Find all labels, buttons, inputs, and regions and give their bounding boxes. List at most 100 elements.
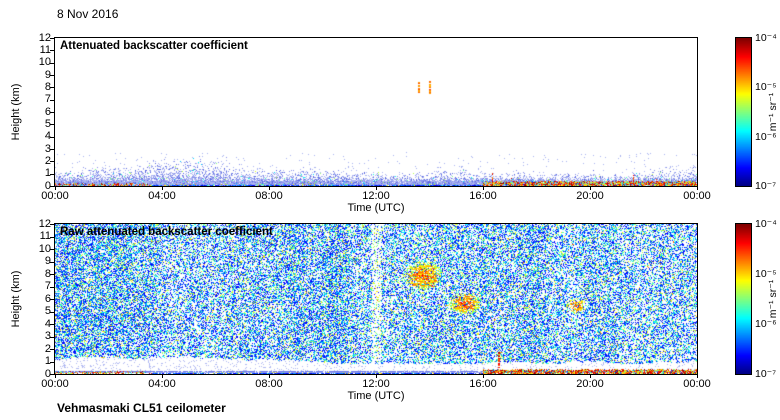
y-tick-label: 9: [44, 255, 51, 267]
y-tick-label: 1: [44, 355, 51, 367]
x-tick-mark: [269, 375, 270, 378]
attenuated-plot-area: [54, 37, 698, 187]
y-tick-label: 10: [38, 242, 51, 255]
y-tick-label: 2: [44, 154, 51, 167]
x-tick-label: 20:00: [576, 378, 604, 390]
panel-title-raw: Raw attenuated backscatter coefficient: [60, 226, 273, 238]
y-tick-label: 2: [44, 342, 51, 355]
y-tick-label: 6: [44, 292, 51, 305]
x-tick-label: 08:00: [255, 190, 283, 202]
raw-heatmap-canvas: [55, 224, 697, 374]
y-tick-label: 11: [39, 43, 51, 56]
x-tick-label: 12:00: [362, 190, 390, 202]
colorbar-tick-label: 10⁻⁴: [755, 32, 777, 44]
y-tick-mark: [50, 274, 54, 275]
y-tick-label: 8: [44, 267, 51, 280]
colorbar-label-attenuated: m⁻¹ sr⁻¹: [767, 92, 779, 132]
x-axis-label-attenuated: Time (UTC): [347, 202, 405, 214]
x-tick-mark: [483, 375, 484, 378]
y-tick-mark: [50, 87, 54, 88]
y-tick-mark: [50, 249, 54, 250]
y-tick-label: 3: [44, 330, 51, 342]
y-tick-mark: [50, 287, 54, 288]
y-tick-label: 4: [44, 130, 51, 143]
x-tick-label: 04:00: [148, 378, 176, 390]
x-tick-mark: [55, 187, 56, 190]
x-tick-mark: [376, 187, 377, 190]
y-tick-mark: [50, 63, 54, 64]
colorbar-tick-label: 10⁻⁴: [755, 218, 777, 230]
colorbar-tick-label: 10⁻⁷: [755, 368, 777, 380]
x-tick-mark: [590, 187, 591, 190]
colorbar-gradient-raw: [736, 224, 751, 374]
y-tick-label: 5: [44, 305, 51, 317]
colorbar-attenuated: [735, 37, 752, 187]
y-tick-mark: [50, 224, 54, 225]
colorbar-tick-label: 10⁻⁵: [755, 268, 777, 280]
y-tick-label: 6: [44, 105, 51, 118]
y-tick-label: 7: [44, 93, 51, 106]
x-tick-label: 00:00: [41, 190, 69, 202]
y-tick-mark: [50, 186, 54, 187]
y-tick-label: 0: [44, 367, 51, 380]
y-tick-label: 0: [44, 179, 51, 192]
colorbar-label-raw: m⁻¹ sr⁻¹: [767, 279, 779, 319]
x-tick-label: 16:00: [469, 378, 497, 390]
y-tick-mark: [50, 237, 54, 238]
colorbar-tick-label: 10⁻⁷: [755, 180, 777, 192]
x-tick-label: 00:00: [41, 378, 69, 390]
y-tick-mark: [50, 262, 54, 263]
y-tick-label: 4: [44, 317, 51, 330]
x-tick-mark: [483, 187, 484, 190]
y-tick-mark: [50, 38, 54, 39]
x-tick-label: 12:00: [362, 378, 390, 390]
y-tick-label: 12: [38, 31, 51, 44]
x-tick-mark: [590, 375, 591, 378]
y-tick-mark: [50, 337, 54, 338]
x-tick-label: 00:00: [683, 190, 711, 202]
raw-plot-area: [54, 223, 698, 375]
colorbar-raw: [735, 223, 752, 375]
x-tick-label: 08:00: [255, 378, 283, 390]
y-tick-label: 10: [38, 56, 51, 69]
y-tick-mark: [50, 124, 54, 125]
y-tick-mark: [50, 312, 54, 313]
x-tick-label: 04:00: [148, 190, 176, 202]
x-tick-mark: [376, 375, 377, 378]
x-tick-mark: [269, 187, 270, 190]
x-tick-mark: [697, 187, 698, 190]
instrument-label: Vehmasmaki CL51 ceilometer: [57, 401, 226, 415]
date-label: 8 Nov 2016: [57, 7, 119, 21]
colorbar-tick-label: 10⁻⁶: [755, 130, 777, 143]
y-tick-mark: [50, 75, 54, 76]
colorbar-gradient-attenuated: [736, 38, 751, 186]
x-tick-mark: [162, 187, 163, 190]
y-tick-label: 8: [44, 80, 51, 93]
y-tick-label: 5: [44, 117, 51, 130]
colorbar-tick-label: 10⁻⁶: [755, 318, 777, 330]
y-tick-mark: [50, 349, 54, 350]
y-tick-label: 7: [44, 280, 51, 292]
y-tick-label: 3: [44, 142, 51, 155]
x-tick-label: 00:00: [683, 378, 711, 390]
y-tick-mark: [50, 100, 54, 101]
x-tick-mark: [55, 375, 56, 378]
y-tick-mark: [50, 149, 54, 150]
y-tick-mark: [50, 324, 54, 325]
y-tick-mark: [50, 374, 54, 375]
y-tick-mark: [50, 137, 54, 138]
x-tick-label: 16:00: [469, 190, 497, 202]
y-tick-mark: [50, 112, 54, 113]
y-tick-mark: [50, 362, 54, 363]
y-tick-mark: [50, 299, 54, 300]
y-tick-mark: [50, 161, 54, 162]
x-tick-mark: [697, 375, 698, 378]
attenuated-heatmap-canvas: [55, 38, 697, 186]
y-tick-label: 11: [39, 230, 51, 242]
y-tick-label: 1: [44, 167, 51, 180]
x-tick-label: 20:00: [576, 190, 604, 202]
panel-title-attenuated: Attenuated backscatter coefficient: [60, 40, 248, 52]
y-tick-label: 9: [44, 68, 51, 81]
y-tick-mark: [50, 50, 54, 51]
